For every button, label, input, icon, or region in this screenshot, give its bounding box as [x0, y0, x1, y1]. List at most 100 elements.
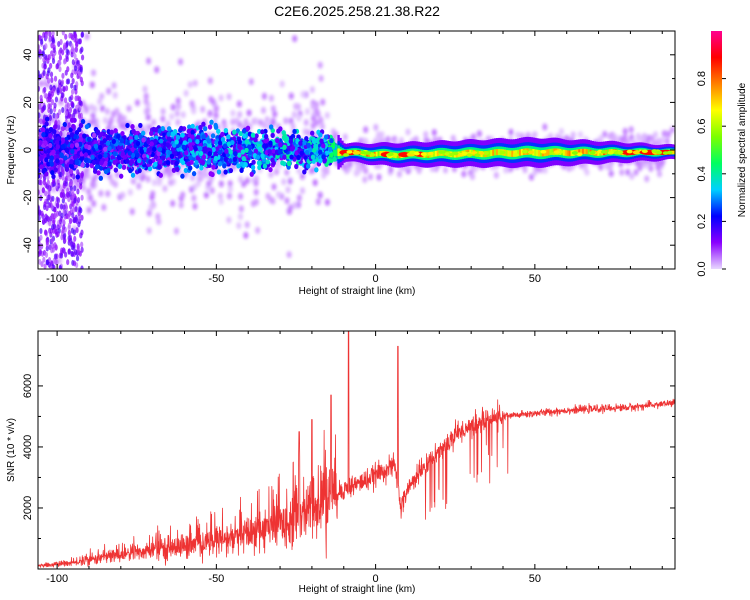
heatmap-cell [84, 157, 89, 163]
heatmap-cell [65, 48, 69, 55]
heatmap-cell [76, 169, 80, 176]
heatmap-cell [173, 227, 179, 235]
heatmap-cell [156, 179, 162, 187]
heatmap-cell [363, 167, 369, 175]
heatmap-cell [597, 150, 600, 156]
heatmap-cell [83, 152, 89, 158]
heatmap-cell [270, 105, 276, 113]
heatmap-cell [368, 173, 374, 181]
heatmap-cell [183, 89, 189, 97]
heatmap-cell [517, 149, 520, 157]
heatmap-cell [48, 115, 52, 122]
heatmap-cell [61, 227, 65, 234]
heatmap-cell [59, 152, 64, 159]
heatmap-cell [91, 176, 97, 184]
heatmap-cell [608, 169, 614, 177]
heatmap-cell [58, 66, 62, 73]
heatmap-cell [190, 123, 195, 129]
heatmap-cell [319, 138, 324, 144]
heatmap-cell [578, 149, 581, 155]
heatmap-cell [377, 151, 380, 157]
heatmap-cell [166, 126, 172, 132]
heatmap-cell [223, 169, 228, 175]
heatmap-cell [303, 154, 308, 161]
heatmap-cell [224, 148, 229, 154]
heatmap-cell [655, 138, 661, 146]
heatmap-cell [48, 103, 52, 110]
heatmap-cell [46, 148, 51, 154]
heatmap-cell [217, 149, 223, 155]
heatmap-cell [75, 227, 79, 234]
heatmap-cell [73, 197, 77, 204]
heatmap-cell [236, 163, 241, 169]
heatmap-cell [117, 155, 122, 161]
heatmap-cell [63, 97, 68, 104]
heatmap-cell [285, 153, 291, 160]
heatmap-cell [192, 202, 198, 210]
heatmap-cell [49, 108, 53, 115]
heatmap-cell [288, 117, 294, 125]
heatmap-cell [199, 165, 204, 171]
heatmap-cell [442, 166, 448, 174]
heatmap-cell [135, 140, 141, 147]
heatmap-cell [461, 170, 467, 178]
heatmap-cell [174, 139, 179, 145]
heatmap-cell [65, 191, 70, 198]
heatmap-cell [379, 150, 382, 156]
heatmap-cell [42, 70, 46, 77]
heatmap-cell [69, 117, 75, 123]
heatmap-cell [59, 171, 63, 178]
heatmap-cell [190, 129, 195, 135]
heatmap-cell [240, 149, 246, 155]
heatmap-cell [68, 218, 73, 225]
heatmap-cell [321, 171, 327, 179]
heatmap-cell [57, 163, 61, 170]
heatmap-cell [493, 171, 499, 179]
heatmap-cell [361, 137, 367, 145]
heatmap-cell [191, 194, 197, 202]
heatmap-cell [206, 180, 212, 188]
heatmap-cell [99, 160, 104, 166]
heatmap-cell [577, 131, 583, 139]
heatmap-cell [51, 149, 56, 155]
heatmap-cell [168, 179, 174, 187]
heatmap-cell [283, 117, 289, 125]
heatmap-cell [436, 150, 440, 157]
heatmap-cell [58, 108, 62, 115]
heatmap-cell [286, 160, 292, 167]
heatmap-cell [125, 158, 130, 164]
heatmap-cell [131, 128, 136, 134]
heatmap-cell [154, 66, 160, 74]
heatmap-cell [515, 131, 521, 139]
heatmap-cell [41, 132, 46, 138]
heatmap-cell [77, 212, 82, 219]
heatmap-cell [52, 128, 57, 135]
heatmap-cell [49, 155, 54, 161]
heatmap-cell [165, 142, 170, 148]
heatmap-cell [282, 144, 287, 150]
heatmap-cell [182, 140, 188, 146]
heatmap-cell [130, 124, 135, 130]
heatmap-cell [141, 137, 146, 143]
heatmap-cell [245, 177, 251, 185]
heatmap-cell [641, 132, 647, 140]
heatmap-cell [45, 239, 49, 246]
heatmap-cell [242, 133, 247, 139]
heatmap-cell [68, 168, 74, 174]
heatmap-cell [174, 110, 180, 118]
heatmap-cell [44, 251, 49, 258]
heatmap-cell [228, 158, 233, 164]
heatmap-cell [471, 133, 477, 141]
heatmap-cell [70, 88, 75, 95]
heatmap-cell [113, 128, 118, 134]
heatmap-cell [112, 91, 118, 99]
heatmap-cell [52, 217, 56, 224]
heatmap-cell [635, 132, 641, 140]
heatmap-cell [63, 180, 67, 187]
heatmap-cell [190, 134, 195, 140]
heatmap-cell [69, 180, 74, 187]
heatmap-cell [257, 164, 262, 171]
heatmap-cell [112, 159, 117, 165]
heatmap-cell [156, 218, 162, 226]
heatmap-cell [75, 174, 80, 180]
